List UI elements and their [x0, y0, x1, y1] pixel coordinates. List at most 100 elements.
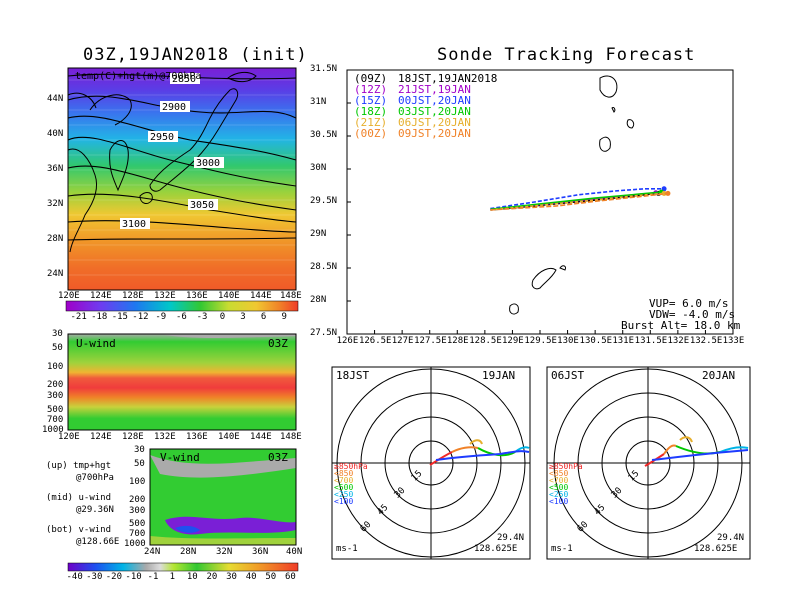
- vwind-p-100: 100: [129, 477, 146, 487]
- temp-colorbar-label: 0: [219, 312, 226, 322]
- note-bot-2: @128.66E: [76, 537, 120, 547]
- contour-label-box: [160, 101, 190, 112]
- contour-label-box: [120, 218, 150, 229]
- track-legend-z: (12Z): [354, 83, 388, 96]
- uwind-p-30: 30: [52, 329, 63, 339]
- vwind-lat-40: 40N: [286, 547, 303, 557]
- track-y-tick: 29.5N: [310, 196, 338, 206]
- temp-colorbar-label: 3: [240, 312, 246, 322]
- track-y-tick: 30.5N: [310, 130, 338, 140]
- map-lon-tick-132: 132E: [154, 291, 176, 301]
- contour-label: 2950: [150, 132, 174, 143]
- vwind-p-50: 50: [134, 459, 145, 469]
- uwind-panel: [67, 333, 297, 431]
- track-x-tick: 131.5E: [634, 336, 668, 346]
- uwind-lon-144: 144E: [250, 432, 272, 442]
- map-lon-tick-148: 148E: [280, 291, 302, 301]
- uwind-p-1000: 1000: [42, 425, 64, 435]
- temp-colorbar-label: -6: [176, 312, 187, 322]
- hodo2-lat: 29.4N: [717, 533, 745, 543]
- track-x-tick: 127E: [391, 336, 414, 346]
- track-legend-z: (15Z): [354, 94, 388, 107]
- track-endpoint-4: [661, 190, 667, 196]
- map-lon-tick-124: 124E: [90, 291, 112, 301]
- map-lat-tick-36: 36N: [47, 164, 64, 174]
- wind-colorbar-label: 50: [265, 572, 277, 582]
- uwind-lon-124: 124E: [90, 432, 112, 442]
- map-lat-tick-24: 24N: [47, 269, 64, 279]
- temp-colorbar-label: -12: [132, 312, 149, 322]
- vwind-p-300: 300: [129, 506, 146, 516]
- track-legend-text: 21JST,19JAN: [398, 83, 471, 96]
- uwind-lon-128: 128E: [122, 432, 144, 442]
- pressure-legend-item: <500: [334, 483, 354, 492]
- uwind-lon-132: 132E: [154, 432, 176, 442]
- vwind-lat-32: 32N: [216, 547, 233, 557]
- track-line-4: [490, 192, 665, 211]
- track-x-tick: 127.5E: [414, 336, 447, 346]
- temp-colorbar-label: -18: [91, 312, 108, 322]
- track-endpoint-2: [661, 186, 667, 192]
- vwind-p-30: 30: [134, 445, 145, 455]
- track-param-vdw: VDW= -4.0 m/s: [649, 308, 736, 321]
- vwind-lat-36: 36N: [252, 547, 269, 557]
- track-y-tick: 31.5N: [310, 64, 338, 74]
- hodo2-lon: 128.625E: [694, 544, 738, 554]
- track-legend-z: (21Z): [354, 116, 388, 129]
- map-panel-label: temp(C)+hgt(m)@700hPa: [75, 71, 202, 82]
- track-endpoint-5: [665, 190, 671, 196]
- uwind-p-50: 50: [52, 343, 63, 353]
- pressure-legend-item: <250: [334, 490, 354, 499]
- note-mid-1: (mid) u-wind: [46, 493, 112, 503]
- track-x-tick: 129E: [502, 336, 524, 346]
- track-x-tick: 133E: [722, 336, 745, 346]
- wind-colorbar-label: -1: [147, 572, 159, 582]
- hodo2-time-right: 20JAN: [702, 369, 736, 382]
- contour-labels: 2850 2900 2950 3000 3050 3100: [120, 73, 224, 230]
- pressure-legend-item: <850: [334, 469, 354, 478]
- track-panel: [346, 69, 734, 335]
- contour-label: 2850: [172, 74, 196, 85]
- uwind-lon-120: 120E: [58, 432, 80, 442]
- track-line-2: [490, 188, 665, 210]
- track-line-3: [490, 191, 662, 211]
- uwind-p-500: 500: [47, 405, 64, 415]
- track-y-tick: 29N: [310, 229, 327, 239]
- track-x-tick: 130.5E: [579, 336, 613, 346]
- track-legend-z: (09Z): [354, 72, 388, 85]
- map-lon-tick-140: 140E: [218, 291, 240, 301]
- hodo1-time-right: 19JAN: [482, 369, 516, 382]
- pressure-legend-item: <500: [549, 483, 569, 492]
- map-lat-tick-28: 28N: [47, 234, 64, 244]
- pressure-legend-item: ≥850hPa: [549, 462, 583, 471]
- track-legend-text: 09JST,20JAN: [398, 127, 471, 140]
- track-series: [346, 69, 734, 335]
- map-lon-tick-128: 128E: [122, 291, 144, 301]
- pressure-legend-item: <700: [334, 476, 354, 485]
- contour-label: 3100: [122, 219, 146, 230]
- hodo1-lat: 29.4N: [497, 533, 525, 543]
- note-mid-2: @29.36N: [76, 505, 114, 515]
- wind-colorbar-label: 20: [206, 572, 218, 582]
- track-legend-z: (18Z): [354, 105, 388, 118]
- hodo1-unit: ms-1: [336, 544, 358, 554]
- uwind-p-200: 200: [47, 380, 64, 390]
- contour-label: 2900: [162, 102, 186, 113]
- temp-colorbar-label: -21: [70, 312, 87, 322]
- track-y-tick: 28.5N: [310, 262, 338, 272]
- pressure-legend-item: <850: [549, 469, 569, 478]
- wind-colorbar-label: -30: [86, 572, 103, 582]
- note-up-2: @700hPa: [76, 473, 114, 483]
- temp-colorbar: [65, 300, 299, 312]
- hodo2-unit: ms-1: [551, 544, 573, 554]
- temp-colorbar-label: -15: [111, 312, 128, 322]
- track-legend-text: 03JST,20JAN: [398, 105, 471, 118]
- hodo2-time-left: 06JST: [551, 369, 585, 382]
- track-param-vup: VUP= 6.0 m/s: [649, 297, 729, 310]
- vwind-p-700: 700: [129, 529, 146, 539]
- wind-colorbar-label: -40: [66, 572, 83, 582]
- uwind-time: 03Z: [268, 337, 288, 350]
- hodo1-time-left: 18JST: [336, 369, 370, 382]
- track-x-tick: 126E: [336, 336, 359, 346]
- vwind-p-1000: 1000: [124, 539, 146, 549]
